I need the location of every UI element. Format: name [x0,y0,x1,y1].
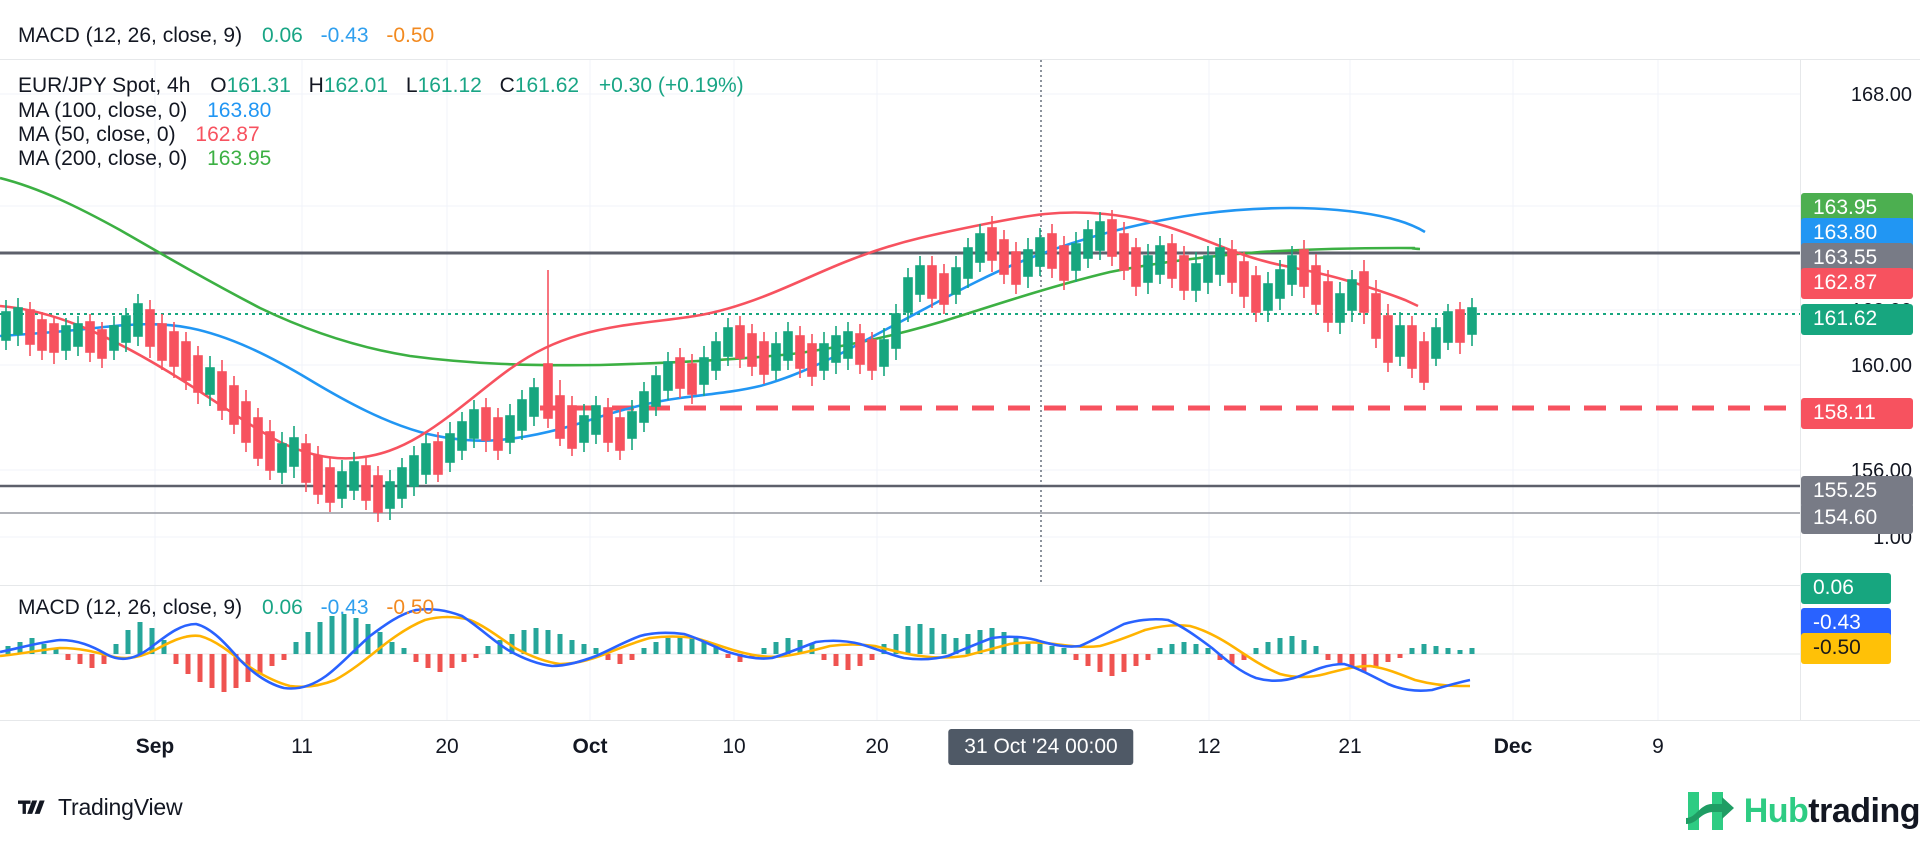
axis-badge-level-154-60: 154.60 [1801,503,1913,534]
hubtrading-label-part1: Hub [1743,791,1809,830]
ohlc-open-value: 161.31 [226,74,291,97]
tradingview-mark-icon [18,800,45,814]
ma100-line [0,206,1426,443]
macd-legend-title: MACD (12, 26, close, 9) [18,596,243,619]
time-tick-oct: Oct [572,735,608,758]
macd-chart-svg [0,586,1800,720]
price-axis[interactable]: 168.00 164.00 162.00 160.00 156.00 1.00 … [1800,60,1920,720]
macd-main-line [0,607,1471,693]
ma200-line [0,176,1421,367]
time-cursor-label: 31 Oct '24 00:00 [948,729,1134,765]
ohlc-open-label: O [210,74,227,97]
time-tick-dec: Dec [1493,735,1533,758]
ma50-name: MA (50, close, 0) [18,123,176,146]
time-tick-20b: 20 [865,735,889,758]
top-macd-title: MACD (12, 26, close, 9) [18,24,243,47]
candlestick-series [1,210,1477,522]
axis-badge-macd-signal: -0.50 [1801,633,1891,664]
ohlc-close-value: 161.62 [514,74,580,97]
ma100-name: MA (100, close, 0) [18,99,188,122]
axis-tick-168: 168.00 [1850,84,1912,106]
ohlc-close-label: C [499,74,515,97]
ohlc-low-label: L [405,74,418,97]
top-macd-value-hist: 0.06 [261,24,303,47]
axis-tick-160: 160.00 [1850,355,1912,377]
macd-legend-hist: 0.06 [261,596,303,619]
axis-badge-level-158-11: 158.11 [1801,398,1913,429]
hubtrading-mark-icon [1685,792,1734,830]
ohlc-low-value: 161.12 [417,74,482,97]
overlay-legend-ma100[interactable]: MA (100, close, 0) 163.80 [18,99,271,123]
macd-legend-macd: -0.43 [320,596,369,619]
hubtrading-label-part2: trading [1808,791,1920,830]
axis-badge-macd-hist: 0.06 [1801,573,1891,604]
price-chart-pane[interactable]: EUR/JPY Spot, 4h O161.31 H162.01 L161.12… [0,60,1800,585]
macd-legend-signal: -0.50 [386,596,435,619]
axis-badge-last-price: 161.62 [1801,304,1913,335]
ma50-value: 162.87 [195,123,260,146]
ohlc-high-label: H [308,74,324,97]
axis-badge-level-155-25: 155.25 [1801,476,1913,507]
ohlc-change: +0.30 (+0.19%) [598,74,744,97]
top-indicator-strip: MACD (12, 26, close, 9) 0.06 -0.43 -0.50 [0,0,1920,60]
hubtrading-logo[interactable]: Hubtrading [1684,788,1920,834]
overlay-legend-ma50[interactable]: MA (50, close, 0) 162.87 [18,123,260,147]
top-macd-legend[interactable]: MACD (12, 26, close, 9) 0.06 -0.43 -0.50 [18,24,434,48]
time-tick-20a: 20 [435,735,459,758]
tradingview-label: TradingView [58,794,183,820]
top-macd-value-signal: -0.50 [386,24,435,47]
price-chart-svg [0,60,1800,585]
time-axis[interactable]: Sep 11 20 Oct 10 20 12 21 Dec 9 31 Oct '… [0,720,1920,780]
price-gridlines [0,93,1800,538]
time-tick-10: 10 [722,735,746,758]
price-vertical-gridlines [154,60,1659,585]
ma50-line [0,211,1419,460]
ma200-name: MA (200, close, 0) [18,147,188,170]
time-tick-21: 21 [1338,735,1362,758]
top-macd-value-macd: -0.43 [320,24,369,47]
ohlc-high-value: 162.01 [323,74,389,97]
symbol-title: EUR/JPY Spot, 4h [18,74,191,97]
tradingview-logo[interactable]: TradingView [18,794,183,821]
macd-legend[interactable]: MACD (12, 26, close, 9) 0.06 -0.43 -0.50 [18,596,434,620]
footer: TradingView Hubtrading [0,780,1920,845]
time-tick-11: 11 [291,735,313,758]
macd-histogram [5,614,1475,692]
time-tick-9: 9 [1652,735,1664,758]
time-tick-sep: Sep [135,735,175,758]
macd-signal-line [0,615,1470,689]
ma200-value: 163.95 [207,147,272,170]
overlay-legend-ma200[interactable]: MA (200, close, 0) 163.95 [18,147,271,171]
time-tick-12: 12 [1197,735,1221,758]
axis-badge-ma50: 162.87 [1801,268,1913,299]
symbol-legend[interactable]: EUR/JPY Spot, 4h O161.31 H162.01 L161.12… [18,74,744,98]
macd-chart-pane[interactable]: MACD (12, 26, close, 9) 0.06 -0.43 -0.50 [0,585,1800,720]
ma100-value: 163.80 [207,99,272,122]
